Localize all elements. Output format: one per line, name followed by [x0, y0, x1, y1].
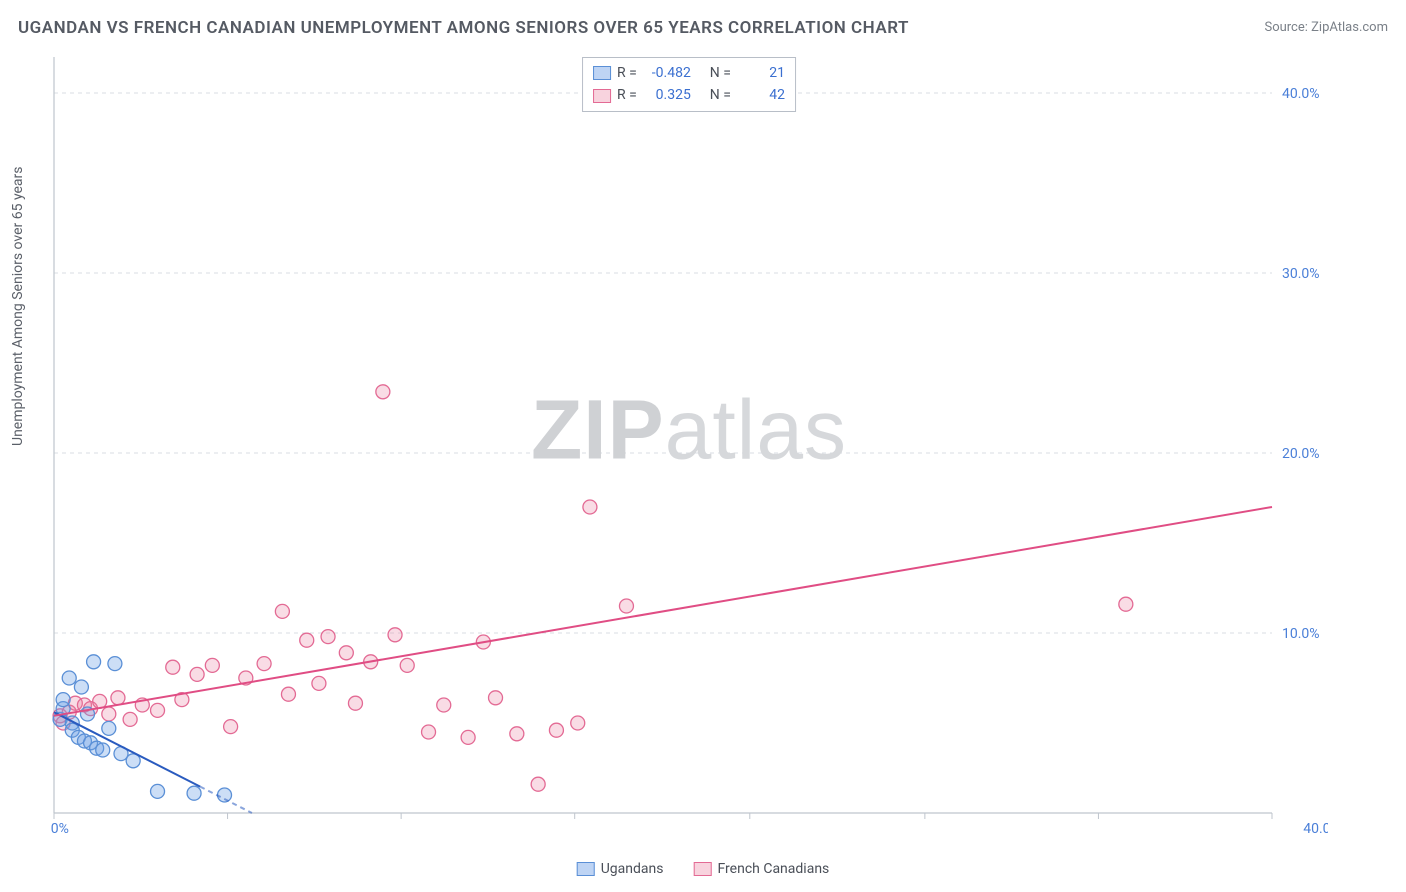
point-french-canadians — [388, 628, 402, 642]
point-french-canadians — [151, 703, 165, 717]
stats-n-label: N = — [710, 62, 731, 84]
point-ugandans — [108, 657, 122, 671]
point-french-canadians — [422, 725, 436, 739]
point-ugandans — [187, 786, 201, 800]
chart-area: ZIPatlas 10.0%20.0%30.0%40.0%0.0%40.0% R… — [50, 55, 1328, 837]
stats-swatch — [593, 66, 611, 80]
point-french-canadians — [339, 646, 353, 660]
point-french-canadians — [166, 660, 180, 674]
stats-n-value: 21 — [737, 62, 785, 84]
point-french-canadians — [437, 698, 451, 712]
svg-text:0.0%: 0.0% — [50, 821, 69, 837]
stats-n-value: 42 — [737, 84, 785, 106]
point-french-canadians — [400, 658, 414, 672]
point-french-canadians — [300, 633, 314, 647]
point-french-canadians — [224, 720, 238, 734]
point-french-canadians — [257, 657, 271, 671]
point-french-canadians — [102, 707, 116, 721]
legend-item-ugandans: Ugandans — [576, 860, 665, 878]
stats-r-value: -0.482 — [643, 62, 691, 84]
point-ugandans — [62, 671, 76, 685]
svg-text:20.0%: 20.0% — [1282, 446, 1320, 462]
stats-box: R = -0.482 N = 21 R = 0.325 N = 42 — [582, 57, 796, 112]
point-french-canadians — [281, 687, 295, 701]
point-french-canadians — [1119, 597, 1133, 611]
point-french-canadians — [489, 691, 503, 705]
stats-r-label: R = — [617, 84, 637, 106]
source-label: Source: ZipAtlas.com — [1264, 20, 1388, 35]
stats-r-value: 0.325 — [643, 84, 691, 106]
point-ugandans — [96, 743, 110, 757]
point-french-canadians — [571, 716, 585, 730]
point-french-canadians — [583, 500, 597, 514]
svg-text:40.0%: 40.0% — [1303, 821, 1328, 837]
chart-title: UGANDAN VS FRENCH CANADIAN UNEMPLOYMENT … — [18, 18, 909, 38]
legend-swatch-pink — [693, 862, 711, 876]
point-french-canadians — [205, 658, 219, 672]
point-french-canadians — [123, 712, 137, 726]
point-ugandans — [74, 680, 88, 694]
legend-label-french-canadians: French Canadians — [717, 861, 829, 877]
y-axis-label: Unemployment Among Seniors over 65 years — [10, 167, 26, 447]
point-ugandans — [56, 693, 70, 707]
svg-text:40.0%: 40.0% — [1282, 86, 1320, 102]
point-french-canadians — [111, 691, 125, 705]
point-french-canadians — [376, 385, 390, 399]
point-french-canadians — [312, 676, 326, 690]
point-french-canadians — [461, 730, 475, 744]
legend-swatch-blue — [577, 862, 595, 876]
point-french-canadians — [348, 696, 362, 710]
point-french-canadians — [531, 777, 545, 791]
stats-swatch — [593, 89, 611, 103]
point-french-canadians — [321, 630, 335, 644]
point-ugandans — [87, 655, 101, 669]
point-french-canadians — [275, 604, 289, 618]
stats-n-label: N = — [710, 84, 731, 106]
scatter-plot: 10.0% 20.0% 30.0% 40.0% 0.0% 40.0% — [50, 55, 1328, 837]
point-french-canadians — [549, 723, 563, 737]
stats-r-label: R = — [617, 62, 637, 84]
svg-text:10.0%: 10.0% — [1282, 626, 1320, 642]
point-ugandans — [151, 784, 165, 798]
point-french-canadians — [510, 727, 524, 741]
legend: Ugandans French Canadians — [576, 860, 831, 878]
svg-text:30.0%: 30.0% — [1282, 266, 1320, 282]
point-french-canadians — [190, 667, 204, 681]
legend-label-ugandans: Ugandans — [601, 861, 664, 877]
point-ugandans — [102, 721, 116, 735]
point-french-canadians — [619, 599, 633, 613]
legend-item-french-canadians: French Canadians — [692, 860, 830, 878]
